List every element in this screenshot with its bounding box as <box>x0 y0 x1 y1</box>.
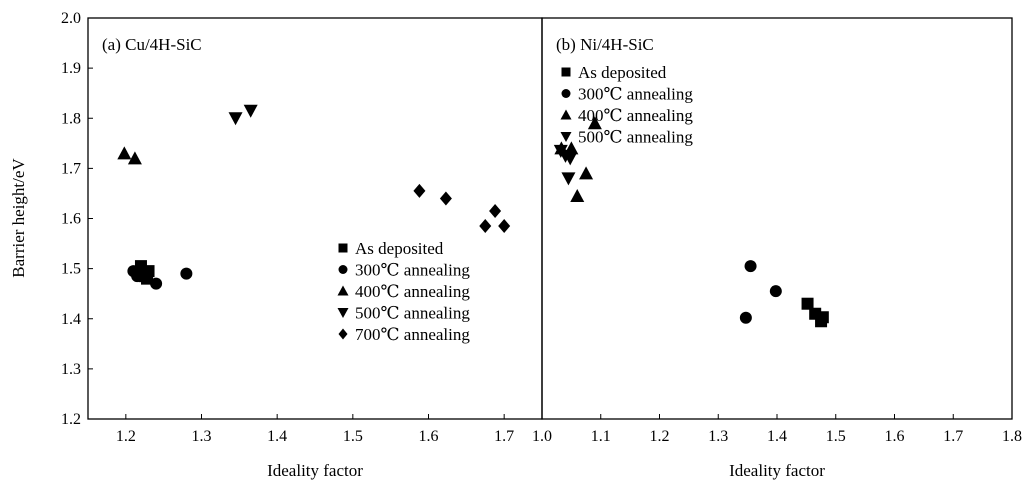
x-tick-label: 1.7 <box>494 428 514 445</box>
data-point-diamond <box>439 191 452 206</box>
x-tick-label: 1.5 <box>343 428 363 445</box>
y-tick-label: 1.7 <box>61 160 81 177</box>
data-point-triangle-up <box>579 166 594 180</box>
legend-marker-triangle-up <box>560 109 572 120</box>
data-point-triangle-down <box>561 172 576 186</box>
legend-label: 500℃ annealing <box>355 304 470 323</box>
data-point-triangle-up <box>117 146 132 160</box>
legend: As deposited 300℃ annealing 400℃ annealing… <box>337 239 470 344</box>
legend-label: 500℃ annealing <box>578 128 693 147</box>
legend-label: As deposited <box>578 63 667 82</box>
y-axis-title: Barrier height/eV <box>9 158 28 278</box>
data-point-triangle-down <box>563 152 578 166</box>
data-point-triangle-down <box>228 112 243 126</box>
y-tick-label: 1.4 <box>61 311 81 328</box>
series-triangle-up <box>117 146 142 165</box>
legend-marker-triangle-down <box>337 308 349 318</box>
data-point-circle <box>744 260 757 273</box>
data-point-diamond <box>489 203 502 218</box>
x-tick-label: 1.3 <box>192 428 212 445</box>
x-axis-title: Ideality factor <box>267 461 363 480</box>
data-point-triangle-up <box>570 188 585 202</box>
plot-frame <box>87 17 543 420</box>
y-tick-label: 2.0 <box>61 10 81 27</box>
legend-marker-circle <box>561 89 571 98</box>
legend-marker-triangle-up <box>337 285 349 296</box>
series-diamond <box>413 183 511 234</box>
legend-label: 700℃ annealing <box>355 325 470 344</box>
y-tick-label: 1.5 <box>61 261 81 278</box>
data-point-circle <box>739 311 752 324</box>
legend-label: As deposited <box>355 239 444 258</box>
legend-label: 400℃ annealing <box>578 106 693 125</box>
series-circle <box>739 260 782 324</box>
data-point-circle <box>769 285 782 298</box>
legend-label: 400℃ annealing <box>355 282 470 301</box>
legend-marker-diamond <box>338 328 348 340</box>
y-tick-label: 1.8 <box>61 110 81 127</box>
x-tick-label: 1.8 <box>1002 428 1022 445</box>
legend-label: 300℃ annealing <box>578 85 693 104</box>
y-tick-label: 1.9 <box>61 60 81 77</box>
data-point-diamond <box>498 219 511 234</box>
data-point-triangle-up <box>127 151 142 165</box>
series-triangle-down <box>228 104 258 126</box>
x-tick-label: 1.3 <box>708 428 728 445</box>
data-point-triangle-down <box>243 104 258 118</box>
panel-a: 1.2 1.3 1.4 1.5 1.6 1.7 1.2 1.3 1.4 1.5 1.6 1.7 1.8 1… <box>61 10 543 480</box>
data-point-square <box>141 272 154 285</box>
series-circle <box>127 265 193 290</box>
data-point-diamond <box>413 183 426 198</box>
data-point-triangle-up <box>587 116 602 130</box>
x-tick-label: 1.4 <box>767 428 787 445</box>
data-point-circle <box>150 277 163 290</box>
legend-label: 300℃ annealing <box>355 261 470 280</box>
data-point-diamond <box>479 219 492 234</box>
data-point-circle <box>180 267 193 280</box>
x-tick-label: 1.1 <box>591 428 611 445</box>
x-tick-label: 1.4 <box>267 428 287 445</box>
x-tick-label: 1.2 <box>116 428 136 445</box>
legend: As deposited 300℃ annealing 400℃ annealing… <box>560 63 693 147</box>
legend-marker-square <box>561 67 571 77</box>
data-point-square <box>801 297 814 310</box>
y-tick-label: 1.3 <box>61 361 81 378</box>
x-tick-label: 1.5 <box>826 428 846 445</box>
y-tick-label: 1.6 <box>61 211 81 228</box>
legend-marker-triangle-down <box>560 132 572 142</box>
data-point-circle <box>131 270 144 283</box>
data-point-square <box>816 311 829 324</box>
panel-b: 1.0 1.1 1.2 1.3 1.4 1.5 1.6 1.7 1.8 Ideality fact… <box>532 17 1022 480</box>
x-tick-label: 1.2 <box>650 428 670 445</box>
panel-label: (a) Cu/4H-SiC <box>102 35 202 54</box>
x-axis-title: Ideality factor <box>729 461 825 480</box>
x-tick-label: 1.0 <box>532 428 552 445</box>
series-square <box>801 297 829 328</box>
x-tick-label: 1.7 <box>943 428 963 445</box>
x-tick-label: 1.6 <box>419 428 439 445</box>
panel-label: (b) Ni/4H-SiC <box>556 35 654 54</box>
x-tick-label: 1.6 <box>885 428 905 445</box>
legend-marker-square <box>338 243 348 253</box>
legend-marker-circle <box>338 265 348 274</box>
series-triangle-down <box>553 144 578 186</box>
y-tick-label: 1.2 <box>61 411 81 428</box>
